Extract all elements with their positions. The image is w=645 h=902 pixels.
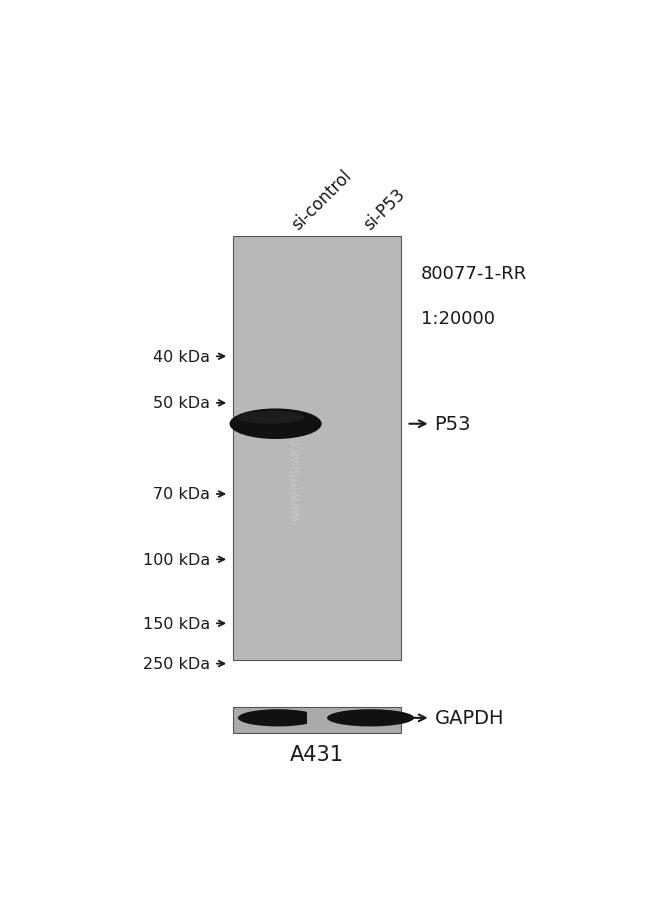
Ellipse shape bbox=[238, 710, 318, 727]
Text: 150 kDa: 150 kDa bbox=[143, 616, 210, 631]
Text: WWW.PTGLAB.COM: WWW.PTGLAB.COM bbox=[292, 419, 302, 520]
Ellipse shape bbox=[237, 411, 304, 424]
Bar bbox=[233, 236, 401, 660]
Text: 40 kDa: 40 kDa bbox=[153, 349, 210, 364]
Text: 100 kDa: 100 kDa bbox=[143, 552, 210, 567]
Text: si-control: si-control bbox=[288, 166, 355, 234]
Ellipse shape bbox=[230, 409, 322, 439]
Bar bbox=[233, 707, 401, 733]
Bar bbox=[307, 708, 324, 728]
Text: si-P53: si-P53 bbox=[361, 185, 409, 234]
Ellipse shape bbox=[327, 710, 414, 727]
Text: GAPDH: GAPDH bbox=[435, 709, 504, 728]
Text: 250 kDa: 250 kDa bbox=[143, 657, 210, 671]
Text: 80077-1-RR: 80077-1-RR bbox=[421, 264, 527, 282]
Text: 70 kDa: 70 kDa bbox=[153, 487, 210, 502]
Text: 1:20000: 1:20000 bbox=[421, 309, 495, 327]
Text: A431: A431 bbox=[290, 744, 344, 764]
Text: 50 kDa: 50 kDa bbox=[153, 396, 210, 411]
Text: P53: P53 bbox=[435, 415, 471, 434]
